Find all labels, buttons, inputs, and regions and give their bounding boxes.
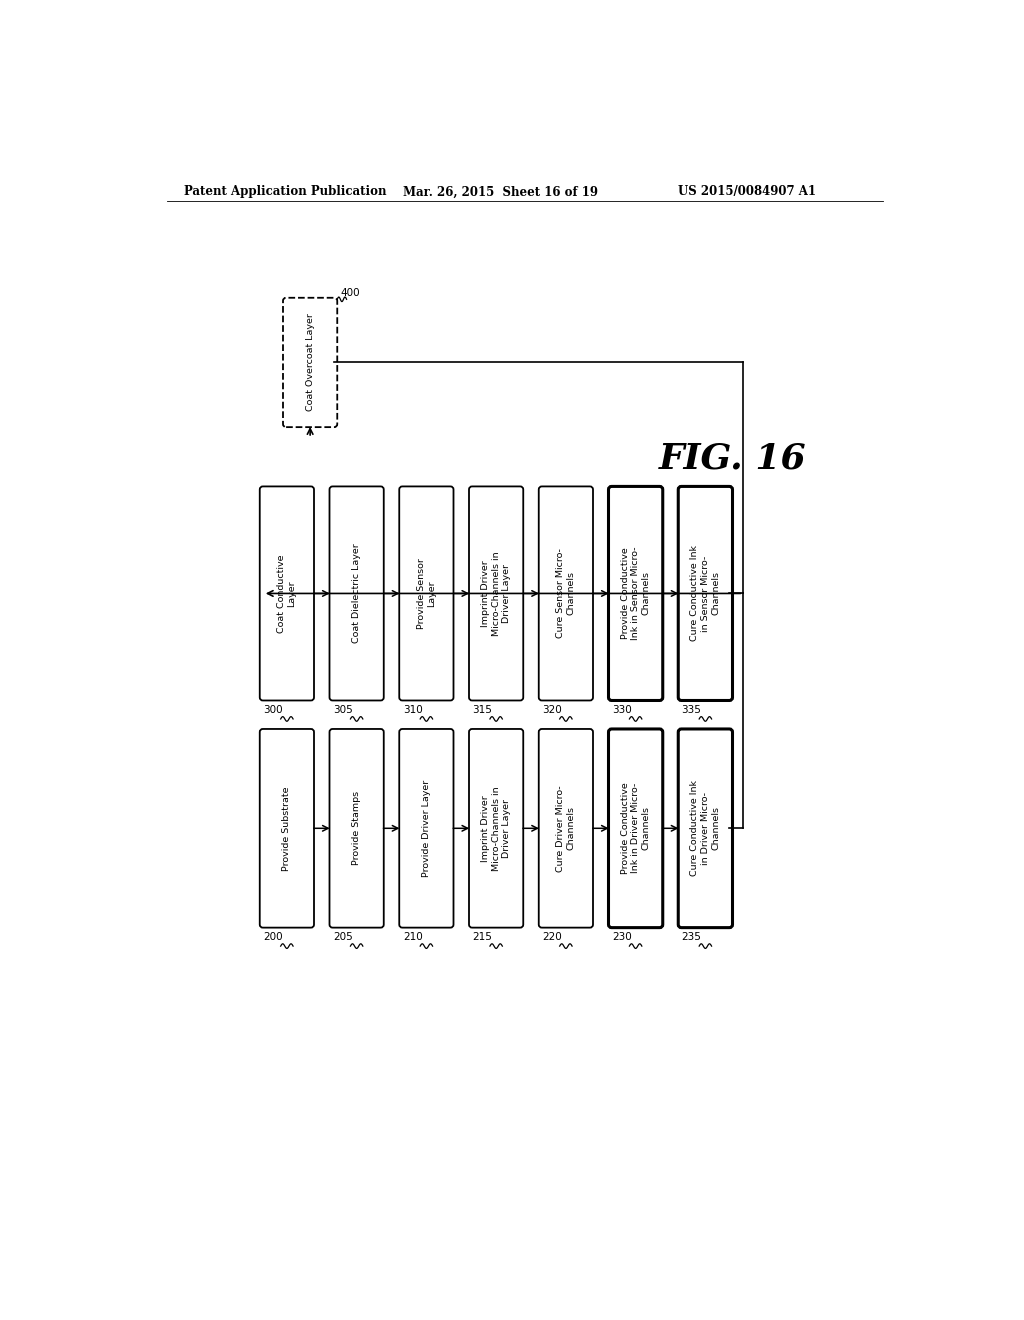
Text: Mar. 26, 2015  Sheet 16 of 19: Mar. 26, 2015 Sheet 16 of 19 (403, 185, 598, 198)
Text: Cure Conductive Ink
in Sensor Micro-
Channels: Cure Conductive Ink in Sensor Micro- Cha… (690, 545, 720, 642)
Text: 330: 330 (612, 705, 632, 715)
Text: 300: 300 (263, 705, 283, 715)
Text: Coat Conductive
Layer: Coat Conductive Layer (278, 554, 297, 632)
Text: 305: 305 (333, 705, 352, 715)
FancyBboxPatch shape (678, 487, 732, 701)
Text: Imprint Driver
Micro-Channels in
Driver Layer: Imprint Driver Micro-Channels in Driver … (481, 552, 511, 636)
FancyBboxPatch shape (539, 487, 593, 701)
Text: 205: 205 (333, 932, 352, 942)
FancyBboxPatch shape (608, 729, 663, 928)
Text: 210: 210 (402, 932, 423, 942)
FancyBboxPatch shape (330, 729, 384, 928)
Text: 235: 235 (682, 932, 701, 942)
FancyBboxPatch shape (469, 729, 523, 928)
FancyBboxPatch shape (330, 487, 384, 701)
Text: 400: 400 (340, 288, 360, 298)
FancyBboxPatch shape (283, 298, 337, 428)
Text: 335: 335 (682, 705, 701, 715)
Text: 310: 310 (402, 705, 423, 715)
Text: 315: 315 (472, 705, 493, 715)
Text: Patent Application Publication: Patent Application Publication (183, 185, 386, 198)
FancyBboxPatch shape (260, 729, 314, 928)
Text: 220: 220 (543, 932, 562, 942)
Text: Provide Sensor
Layer: Provide Sensor Layer (417, 558, 436, 628)
FancyBboxPatch shape (678, 729, 732, 928)
Text: Cure Sensor Micro-
Channels: Cure Sensor Micro- Channels (556, 549, 575, 639)
FancyBboxPatch shape (539, 729, 593, 928)
Text: Cure Driver Micro-
Channels: Cure Driver Micro- Channels (556, 785, 575, 871)
Text: 200: 200 (263, 932, 283, 942)
Text: Provide Conductive
Ink in Sensor Micro-
Channels: Provide Conductive Ink in Sensor Micro- … (621, 546, 650, 640)
Text: Provide Conductive
Ink in Driver Micro-
Channels: Provide Conductive Ink in Driver Micro- … (621, 783, 650, 874)
Text: Coat Dielectric Layer: Coat Dielectric Layer (352, 544, 361, 643)
Text: 215: 215 (472, 932, 493, 942)
Text: Provide Substrate: Provide Substrate (283, 785, 292, 871)
Text: 320: 320 (543, 705, 562, 715)
Text: Provide Stamps: Provide Stamps (352, 791, 361, 866)
Text: Imprint Driver
Micro-Channels in
Driver Layer: Imprint Driver Micro-Channels in Driver … (481, 785, 511, 871)
FancyBboxPatch shape (399, 729, 454, 928)
Text: FIG. 16: FIG. 16 (658, 442, 806, 475)
Text: Cure Conductive Ink
in Driver Micro-
Channels: Cure Conductive Ink in Driver Micro- Cha… (690, 780, 720, 876)
FancyBboxPatch shape (469, 487, 523, 701)
FancyBboxPatch shape (608, 487, 663, 701)
FancyBboxPatch shape (399, 487, 454, 701)
Text: US 2015/0084907 A1: US 2015/0084907 A1 (678, 185, 816, 198)
Text: Coat Overcoat Layer: Coat Overcoat Layer (305, 314, 314, 412)
FancyBboxPatch shape (260, 487, 314, 701)
Text: 230: 230 (612, 932, 632, 942)
Text: Provide Driver Layer: Provide Driver Layer (422, 780, 431, 876)
